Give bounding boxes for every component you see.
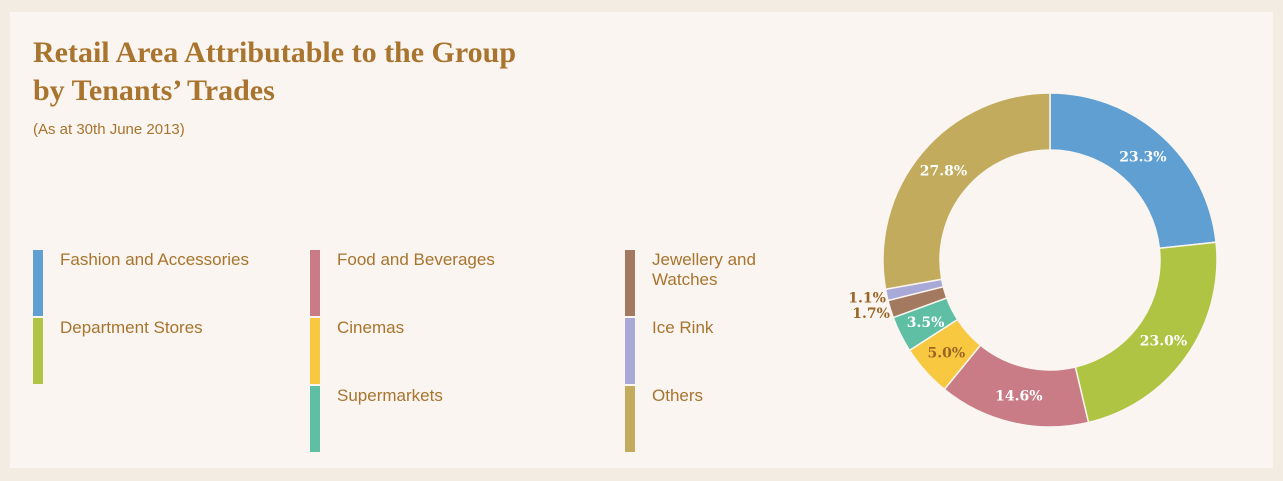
chart-subtitle: (As at 30th June 2013): [33, 121, 185, 138]
chart-title: Retail Area Attributable to the Group: [33, 36, 516, 69]
data-label: 1.1%: [848, 291, 886, 307]
data-label: 23.3%: [1119, 150, 1166, 166]
legend-label: Ice Rink: [652, 318, 714, 337]
chart-title: by Tenants’ Trades: [33, 74, 275, 107]
data-label: 23.0%: [1140, 333, 1187, 349]
legend-label: Cinemas: [337, 318, 404, 337]
legend-swatch: [33, 318, 43, 384]
data-label: 27.8%: [920, 164, 967, 180]
data-label: 5.0%: [927, 346, 965, 362]
donut-slice: [882, 92, 1051, 291]
legend-swatch: [625, 318, 635, 384]
legend-label: Supermarkets: [337, 386, 443, 405]
data-label: 14.6%: [995, 388, 1042, 404]
legend-swatch: [310, 318, 320, 384]
data-label: 3.5%: [907, 315, 945, 331]
legend-label: Department Stores: [60, 318, 203, 337]
legend-swatch: [625, 250, 635, 316]
legend-swatch: [33, 250, 43, 316]
legend-label: Fashion and Accessories: [60, 250, 249, 269]
legend-label: Others: [652, 386, 703, 405]
legend-label: Jewellery and Watches: [652, 250, 756, 289]
legend-swatch: [625, 386, 635, 452]
legend-swatch: [310, 250, 320, 316]
legend-label: Food and Beverages: [337, 250, 495, 269]
data-label: 1.7%: [852, 306, 890, 322]
legend-swatch: [310, 386, 320, 452]
